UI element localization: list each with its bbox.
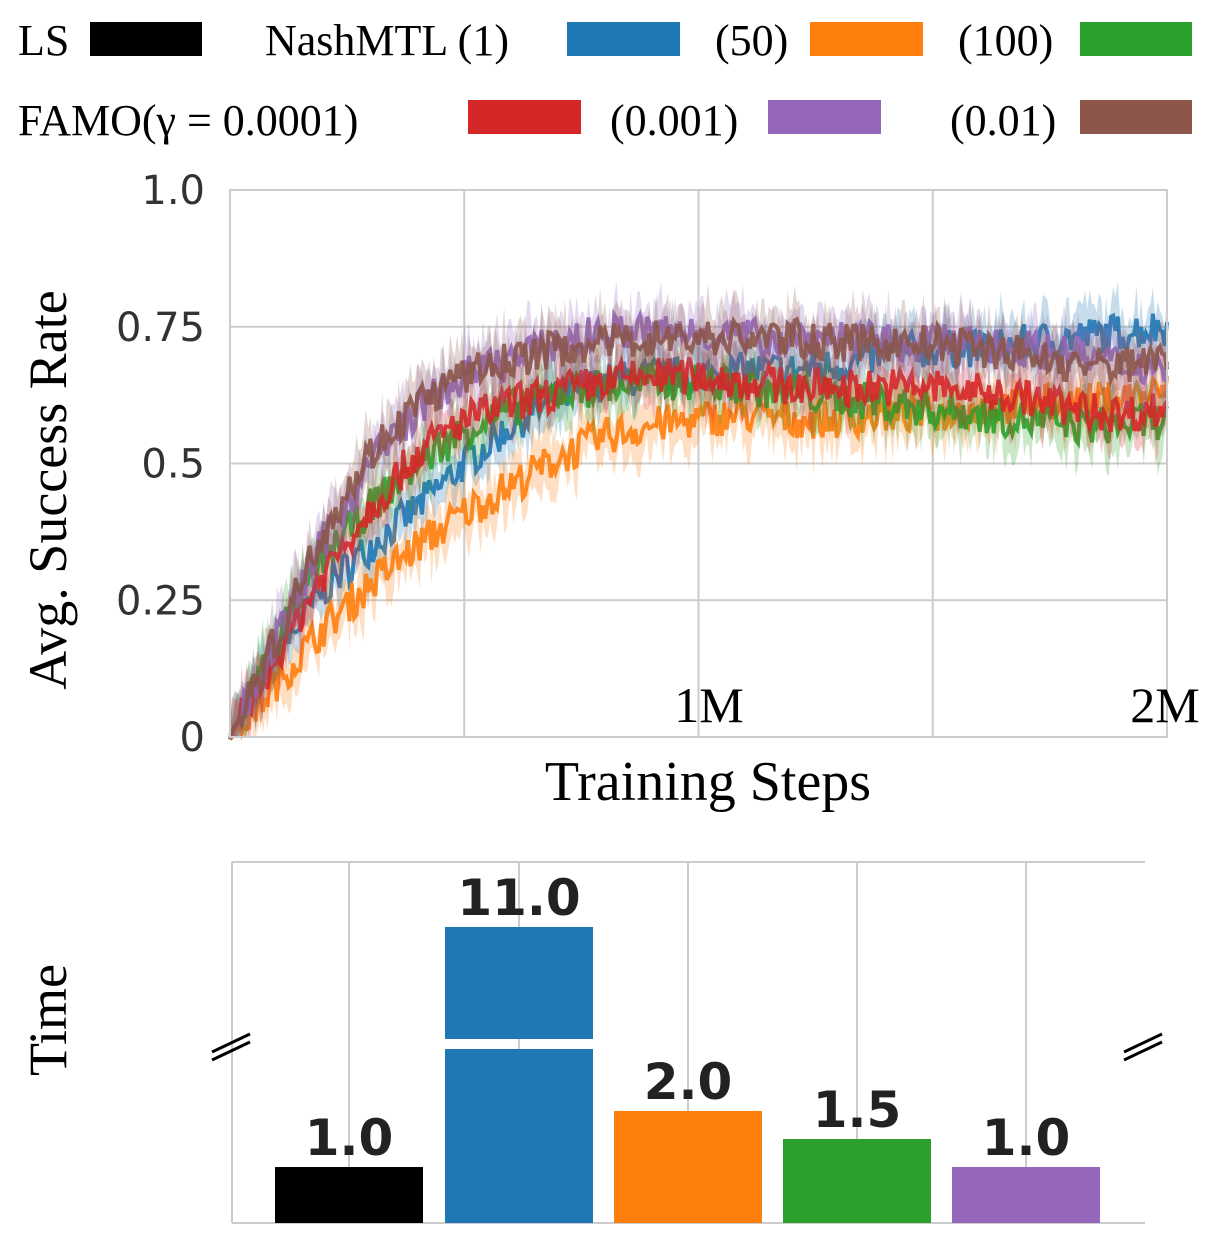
series-band bbox=[230, 333, 1167, 737]
legend-label-famo-0.001: (0.001) bbox=[610, 96, 738, 145]
legend-label-ls: LS bbox=[18, 16, 69, 65]
bar-chart-bars: 1.0 11.0 2.0 1.5 1.0 bbox=[275, 869, 1100, 1223]
x-tick-label-2m: 2M bbox=[1130, 677, 1199, 733]
line-chart: 0 0.25 0.5 0.75 1.0 1M 2M Training Steps Avg… bbox=[18, 168, 1200, 813]
legend-swatch-famo-0.001 bbox=[768, 100, 881, 134]
bar-upper-segment bbox=[445, 927, 593, 1039]
legend: LS NashMTL (1) (50) (100) FAMO(γ = 0.000… bbox=[18, 16, 1192, 145]
bar-y-axis-label: Time bbox=[18, 964, 78, 1076]
bar bbox=[614, 1111, 762, 1223]
axis-break-left-icon bbox=[211, 1032, 251, 1062]
series-5 bbox=[228, 283, 1169, 737]
bar-value-label: 2.0 bbox=[644, 1053, 733, 1111]
legend-label-famo-0.0001: FAMO(γ = 0.0001) bbox=[18, 96, 358, 145]
bar bbox=[275, 1167, 423, 1223]
legend-swatch-ls bbox=[90, 22, 202, 56]
bar-value-label: 1.5 bbox=[813, 1081, 902, 1139]
bar-value-label: 11.0 bbox=[457, 869, 580, 927]
series-band bbox=[230, 283, 1167, 737]
series-line bbox=[228, 315, 1169, 737]
bar-chart: 1.0 11.0 2.0 1.5 1.0 Time bbox=[18, 861, 1163, 1224]
legend-swatch-nashmtl-50 bbox=[810, 22, 923, 56]
bar-value-label: 1.0 bbox=[982, 1109, 1071, 1167]
legend-label-nashmtl-100: (100) bbox=[958, 16, 1053, 65]
y-tick-label: 0.25 bbox=[116, 578, 205, 624]
bar-lower-segment bbox=[445, 1049, 593, 1223]
y-tick-label: 0.75 bbox=[116, 305, 205, 351]
legend-swatch-nashmtl-1 bbox=[567, 22, 680, 56]
y-tick-label: 0 bbox=[180, 715, 205, 761]
x-axis-label: Training Steps bbox=[545, 751, 871, 813]
bar-value-label: 1.0 bbox=[305, 1109, 394, 1167]
y-axis-label: Avg. Success Rate bbox=[18, 290, 78, 689]
legend-swatch-famo-0.0001 bbox=[468, 100, 581, 134]
line-chart-series bbox=[228, 280, 1169, 741]
y-tick-label: 1.0 bbox=[141, 168, 205, 214]
axis-break-right-icon bbox=[1123, 1032, 1163, 1062]
series-band bbox=[230, 280, 1167, 737]
legend-swatch-famo-0.01 bbox=[1080, 100, 1192, 134]
legend-swatch-nashmtl-100 bbox=[1080, 22, 1192, 56]
line-chart-grid bbox=[230, 190, 1167, 737]
bar bbox=[952, 1167, 1100, 1223]
legend-label-nashmtl-50: (50) bbox=[715, 16, 788, 65]
bar bbox=[783, 1139, 931, 1223]
series-3 bbox=[228, 322, 1169, 740]
y-tick-label: 0.5 bbox=[141, 442, 205, 488]
series-band bbox=[230, 322, 1167, 737]
legend-label-famo-0.01: (0.01) bbox=[950, 96, 1056, 145]
legend-label-nashmtl-1: NashMTL (1) bbox=[265, 16, 509, 65]
y-tick-labels: 0 0.25 0.5 0.75 1.0 bbox=[116, 168, 205, 761]
series-line bbox=[228, 354, 1169, 740]
x-tick-label-1m: 1M bbox=[674, 677, 743, 733]
series-band bbox=[230, 343, 1167, 737]
line-chart-frame bbox=[229, 189, 1168, 738]
